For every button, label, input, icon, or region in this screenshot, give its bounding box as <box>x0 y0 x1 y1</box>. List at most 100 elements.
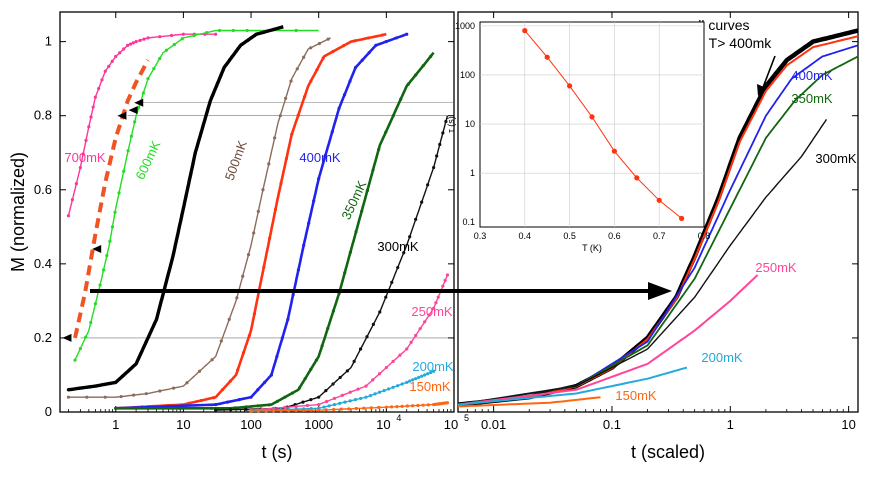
x-tick-label: 1000 <box>304 417 333 432</box>
data-point <box>362 406 366 410</box>
data-point <box>286 317 290 322</box>
data-point <box>290 132 294 136</box>
data-point <box>122 47 126 51</box>
x-tick-label: 10 <box>176 417 190 432</box>
data-point <box>280 336 284 340</box>
data-point <box>377 147 381 152</box>
data-point <box>128 367 133 371</box>
right-panel: 0.01 0.1 1 10 t (scaled) all curves T> 400mk 40… <box>457 11 859 462</box>
data-point <box>429 54 433 59</box>
data-point <box>360 58 364 62</box>
y-tick-label: 1 <box>45 34 52 49</box>
overlay-annotations <box>90 282 672 300</box>
inset-y-tick-label: 10 <box>465 119 475 129</box>
data-point <box>416 403 420 408</box>
data-point <box>423 320 427 324</box>
data-point <box>340 393 344 397</box>
data-point <box>105 254 109 258</box>
annotation-label: 150mK <box>615 388 657 403</box>
data-point <box>146 406 150 410</box>
data-point <box>426 403 430 407</box>
data-point <box>384 295 388 299</box>
data-point <box>441 131 445 135</box>
right-plot-frame <box>457 11 859 413</box>
data-point <box>108 239 112 243</box>
data-point <box>105 382 109 386</box>
data-point <box>400 382 404 386</box>
data-point <box>309 367 313 372</box>
data-point <box>402 251 406 255</box>
data-point <box>391 359 395 363</box>
data-series-0 <box>67 33 216 216</box>
data-series-3 <box>68 37 331 398</box>
inset-frame <box>479 21 705 228</box>
data-point <box>436 295 440 299</box>
data-point <box>171 386 176 390</box>
data-point <box>275 354 279 359</box>
data-point <box>180 214 184 218</box>
data-point <box>284 157 289 161</box>
data-point <box>144 340 148 344</box>
data-point <box>395 405 399 409</box>
data-point <box>101 268 106 272</box>
data-point <box>365 335 369 339</box>
data-point <box>317 177 321 181</box>
scaled-curve-250mk <box>457 274 759 406</box>
data-point <box>122 169 126 173</box>
data-point <box>326 37 330 41</box>
data-point <box>279 181 283 185</box>
data-point <box>146 77 150 81</box>
data-point <box>368 393 373 398</box>
data-point <box>324 408 328 412</box>
data-point <box>146 36 150 40</box>
data-point <box>301 400 305 404</box>
data-point <box>256 209 260 213</box>
data-point <box>252 231 256 235</box>
data-point <box>343 400 347 404</box>
data-point <box>418 327 422 331</box>
data-point <box>199 130 203 135</box>
data-point <box>197 369 202 373</box>
data-point <box>420 200 424 204</box>
data-point <box>89 320 93 325</box>
data-point <box>297 386 302 390</box>
data-point <box>231 28 235 33</box>
data-point <box>371 322 375 326</box>
data-point <box>240 42 244 46</box>
annotation-label: 200mK <box>701 350 743 365</box>
data-point <box>273 136 277 140</box>
x-tick-exponent: 5 <box>464 413 469 423</box>
data-point <box>303 377 307 381</box>
data-point <box>353 65 358 70</box>
data-point <box>382 389 386 393</box>
data-point <box>354 406 358 411</box>
inset-y-tick-label: 100 <box>460 70 475 80</box>
data-point <box>414 333 418 338</box>
data-point <box>445 401 450 405</box>
data-point <box>117 191 121 195</box>
data-point <box>338 375 342 380</box>
data-point <box>110 225 115 229</box>
data-point <box>142 37 146 41</box>
data-point <box>267 403 271 407</box>
triangle-marker <box>62 333 72 342</box>
inset-x-tick-label: 0.6 <box>608 231 621 241</box>
data-point <box>371 168 375 172</box>
inset-point <box>656 197 662 203</box>
data-point <box>114 406 118 410</box>
data-point <box>241 351 246 355</box>
data-point <box>271 409 276 413</box>
data-point <box>199 398 203 403</box>
data-point <box>317 408 321 412</box>
data-point <box>138 38 142 42</box>
data-point <box>236 368 240 372</box>
data-point <box>309 79 313 83</box>
data-point <box>384 130 388 134</box>
data-point <box>283 395 287 399</box>
data-point <box>348 250 352 254</box>
data-point <box>216 80 220 84</box>
data-point <box>302 55 306 59</box>
inset-x-tick-label: 0.8 <box>698 231 711 241</box>
data-point <box>267 162 271 166</box>
